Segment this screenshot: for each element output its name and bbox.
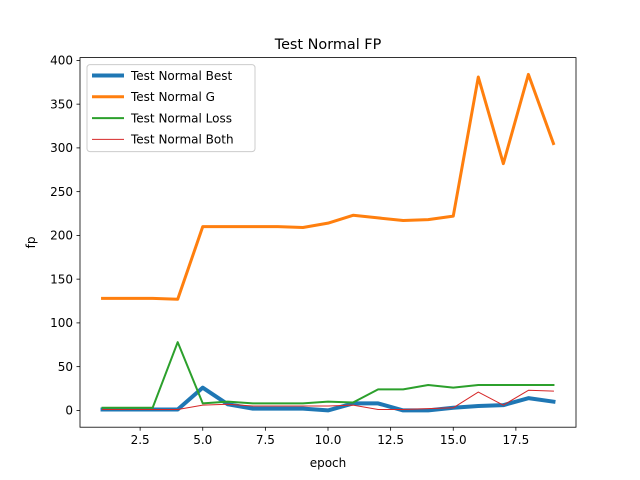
x-tick-label: 5.0	[193, 433, 212, 447]
series-line-3	[102, 389, 554, 411]
legend-label-1: Test Normal G	[130, 90, 215, 104]
y-tick-label: 350	[50, 97, 73, 111]
legend-box	[86, 64, 256, 153]
y-tick-label: 0	[65, 404, 73, 418]
legend-label-3: Test Normal Both	[130, 133, 234, 147]
x-axis-label: epoch	[310, 456, 347, 470]
y-tick-label: 250	[50, 185, 73, 199]
series-line-2	[101, 341, 555, 409]
legend: Test Normal Best Test Normal G Test Normal…	[86, 64, 256, 153]
legend-label-0: Test Normal Best	[130, 69, 233, 83]
series-layer	[100, 72, 556, 413]
x-tick-label: 2.5	[131, 433, 150, 447]
y-tick-label: 200	[50, 229, 73, 243]
y-tick-label: 400	[50, 54, 73, 68]
y-tick-label: 50	[58, 360, 73, 374]
chart-title: Test Normal FP	[274, 37, 382, 53]
legend-label-2: Test Normal Loss	[130, 111, 232, 125]
x-axis-ticks: 2.5 5.0 7.5 10.0 12.5 15.0 17.5	[131, 427, 530, 447]
x-tick-label: 17.5	[503, 433, 530, 447]
x-tick-label: 15.0	[440, 433, 467, 447]
y-tick-label: 100	[50, 316, 73, 330]
x-tick-label: 12.5	[377, 433, 404, 447]
y-axis-ticks: 0 50 100 150 200 250 300 350 400	[50, 54, 80, 418]
legend-items: Test Normal Best Test Normal G Test Normal…	[92, 69, 234, 147]
x-tick-label: 10.0	[315, 433, 342, 447]
y-axis-label: fp	[24, 236, 38, 248]
y-tick-label: 150	[50, 272, 73, 286]
x-tick-label: 7.5	[256, 433, 275, 447]
y-tick-label: 300	[50, 141, 73, 155]
series-line-1	[101, 72, 556, 301]
